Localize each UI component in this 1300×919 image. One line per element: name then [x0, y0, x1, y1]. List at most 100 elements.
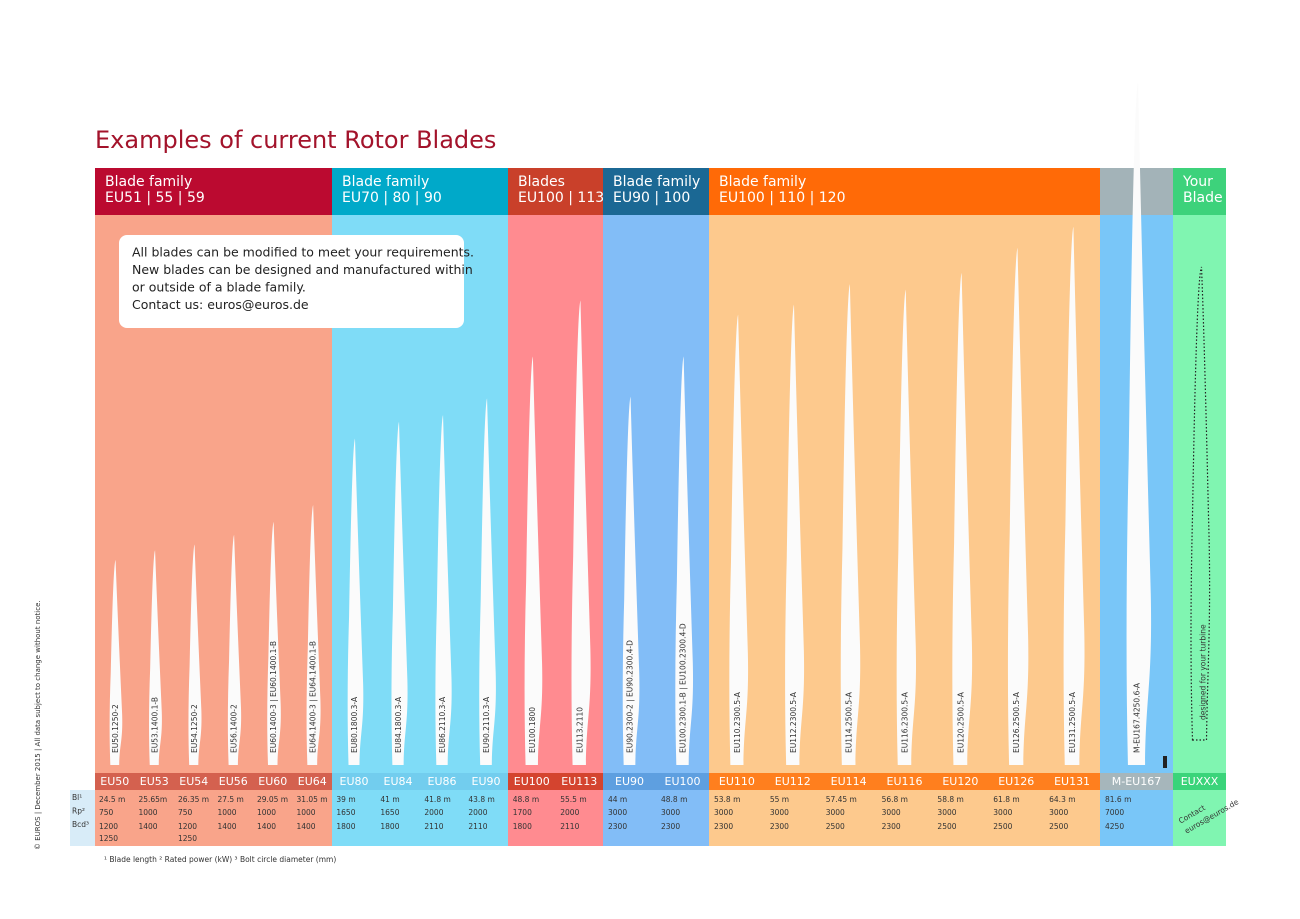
- blade-name: EU90: [615, 775, 644, 788]
- blade-code: EU53.1400.1-B: [150, 697, 159, 753]
- blade-name: EU60: [258, 775, 287, 788]
- person: [1163, 756, 1167, 768]
- blade-code: EU60.1400-3 | EU60.1400.1-B: [269, 641, 278, 753]
- name-band: [1100, 773, 1173, 790]
- blade: [785, 304, 805, 765]
- blade-code: EU112.2300.5-A: [789, 691, 798, 753]
- blade-length: 48.8 m: [513, 795, 539, 804]
- blade-name: EU56: [219, 775, 248, 788]
- family-background: [603, 215, 709, 846]
- bolt-circle: 2500: [1049, 822, 1068, 831]
- rated-power: 1650: [380, 808, 399, 817]
- rated-power: 750: [178, 808, 193, 817]
- bolt-circle: 2110: [424, 822, 443, 831]
- rated-power: 2000: [560, 808, 579, 817]
- family-header-text: Blades: [518, 174, 565, 190]
- rated-power: 7000: [1105, 808, 1124, 817]
- blade: [729, 314, 749, 765]
- blade: [1063, 226, 1085, 765]
- blade-code: designed for your turbine: [1199, 624, 1208, 720]
- family-background: [508, 215, 603, 846]
- bolt-circle: 2500: [826, 822, 845, 831]
- blade-code: EU131.2500.5-A: [1068, 691, 1077, 753]
- blade-name: EU50: [100, 775, 129, 788]
- bolt-circle: 1400: [257, 822, 276, 831]
- family-header-text: EU70 | 80 | 90: [342, 190, 442, 206]
- note-line: New blades can be designed and manufactu…: [132, 262, 473, 277]
- blade-outline: [1190, 266, 1211, 741]
- blade-length: 55 m: [770, 795, 789, 804]
- blade-name: EU100: [665, 775, 701, 788]
- bolt-circle: 2500: [937, 822, 956, 831]
- rated-power: 3000: [770, 808, 789, 817]
- blade-code: EU64.1400-3 | EU64.1400.1-B: [308, 641, 317, 753]
- row-label: Rp²: [72, 807, 85, 816]
- blade-length: 24.5 m: [99, 795, 125, 804]
- family-header-text: EU51 | 55 | 59: [105, 190, 205, 206]
- blade-code: EU126.2500.5-A: [1012, 691, 1021, 753]
- rated-power: 3000: [608, 808, 627, 817]
- blade-code: EU86.2110.3-A: [438, 696, 447, 753]
- blade-name: EU113: [561, 775, 597, 788]
- bolt-circle: 2300: [714, 822, 733, 831]
- blade-name: EU54: [179, 775, 208, 788]
- blade-name: EU80: [340, 775, 369, 788]
- row-label: Bl¹: [72, 793, 82, 802]
- name-band: [508, 773, 603, 790]
- family-header: [1173, 168, 1226, 215]
- blade-code: EU90.2300-2 | EU90.2300.4-D: [626, 640, 635, 753]
- family-header-text: Blade family: [105, 174, 192, 190]
- family-header: [709, 168, 1100, 215]
- blade: [524, 356, 543, 765]
- name-band: [1173, 773, 1226, 790]
- bolt-circle: 1800: [336, 822, 355, 831]
- note-box: [119, 235, 464, 328]
- blade: [952, 272, 973, 765]
- blade-code: EU80.1800.3-A: [350, 696, 359, 753]
- blade: [479, 398, 496, 765]
- bolt-circle: 1400: [217, 822, 236, 831]
- blade-length: 55.5 m: [560, 795, 586, 804]
- blade-code: EU116.2300.5-A: [901, 691, 910, 753]
- rated-power: 1000: [296, 808, 315, 817]
- bolt-circle: 1400: [296, 822, 315, 831]
- blade: [188, 544, 202, 765]
- family-header: [95, 168, 332, 215]
- blade-code: EU54.1250-2: [190, 704, 199, 753]
- blade-length: 81.6 m: [1105, 795, 1131, 804]
- rated-power: 3000: [993, 808, 1012, 817]
- blade-code: EU120.2500.5-A: [956, 691, 965, 753]
- family-header-text: EU100 | 113: [518, 190, 604, 206]
- blade-length: 41.8 m: [424, 795, 450, 804]
- blade: [1007, 247, 1029, 765]
- name-band: [332, 773, 508, 790]
- blade-code: EU100.1800: [528, 707, 537, 753]
- blade-code: M-EU167.4250.6-A: [1133, 682, 1142, 753]
- blade-name: EU116: [887, 775, 923, 788]
- rated-power: 3000: [937, 808, 956, 817]
- blade-length: 25.65m: [138, 795, 167, 804]
- note-line: or outside of a blade family.: [132, 280, 306, 295]
- row-label: Bcd³: [72, 820, 89, 829]
- family-background: [1173, 215, 1226, 846]
- bolt-circle: 2300: [608, 822, 627, 831]
- blade-code: EU56.1400-2: [229, 704, 238, 753]
- row-label-column: [70, 790, 95, 846]
- blade-name: EU126: [998, 775, 1034, 788]
- family-header-text: EU90 | 100: [613, 190, 690, 206]
- blade-code: EU113.2110: [575, 707, 584, 753]
- bolt-circle: 2300: [770, 822, 789, 831]
- blade-length: 53.8 m: [714, 795, 740, 804]
- blade-length: 41 m: [380, 795, 399, 804]
- rated-power: 3000: [826, 808, 845, 817]
- blade-code: EU110.2300.5-A: [733, 691, 742, 753]
- rated-power: 2000: [468, 808, 487, 817]
- blade-length: 26.35 m: [178, 795, 209, 804]
- rated-power: 3000: [661, 808, 680, 817]
- blade-name: EU114: [831, 775, 867, 788]
- note-line: Contact us: euros@euros.de: [132, 297, 309, 312]
- blade: [391, 421, 408, 765]
- family-header-text: Blade family: [719, 174, 806, 190]
- bolt-circle: 2500: [993, 822, 1012, 831]
